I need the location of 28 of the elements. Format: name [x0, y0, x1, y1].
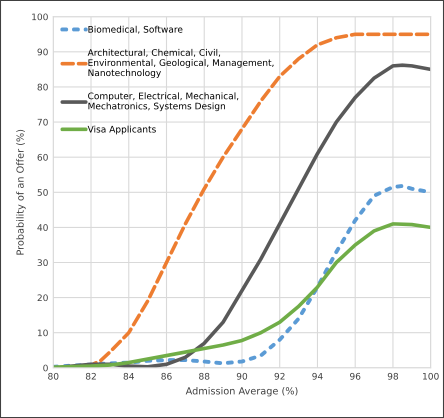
- legend-label: Biomedical, Software: [88, 26, 182, 34]
- x-tick-label: 86: [161, 372, 172, 380]
- y-tick-label: 40: [37, 224, 48, 231]
- y-tick-label: 20: [38, 294, 48, 302]
- y-tick-label: 100: [32, 13, 48, 20]
- y-tick-label: 90: [38, 48, 48, 56]
- y-tick-label: 10: [38, 329, 48, 336]
- x-tick-label: 94: [312, 372, 323, 380]
- x-tick-label: 100: [423, 372, 439, 380]
- legend-label: Architectural, Chemical, Civil, Environmental, Geological, Management, Nanotechnology: [88, 48, 274, 78]
- x-tick-label: 80: [48, 372, 58, 380]
- legend-label: Visa Applicants: [88, 126, 156, 134]
- x-axis-title: Admission Average (%): [186, 386, 298, 396]
- y-tick-label: 0: [43, 364, 48, 372]
- x-tick-label: 82: [86, 372, 96, 380]
- legend-label: Computer, Electrical, Mechanical, Mechatronics, Systems Design: [88, 92, 238, 112]
- y-tick-label: 50: [38, 189, 48, 196]
- x-tick-label: 84: [124, 372, 134, 380]
- y-tick-label: 60: [38, 154, 48, 161]
- x-tick-label: 98: [388, 372, 398, 380]
- x-tick-label: 92: [274, 372, 285, 380]
- y-tick-label: 80: [38, 84, 48, 90]
- y-tick-label: 30: [38, 259, 48, 266]
- x-tick-label: 88: [199, 372, 210, 380]
- y-tick-label: 70: [38, 118, 48, 126]
- x-tick-label: 96: [350, 372, 360, 380]
- x-tick-label: 90: [236, 372, 248, 380]
- y-axis-title: Probability of an Offer (%): [16, 130, 26, 255]
